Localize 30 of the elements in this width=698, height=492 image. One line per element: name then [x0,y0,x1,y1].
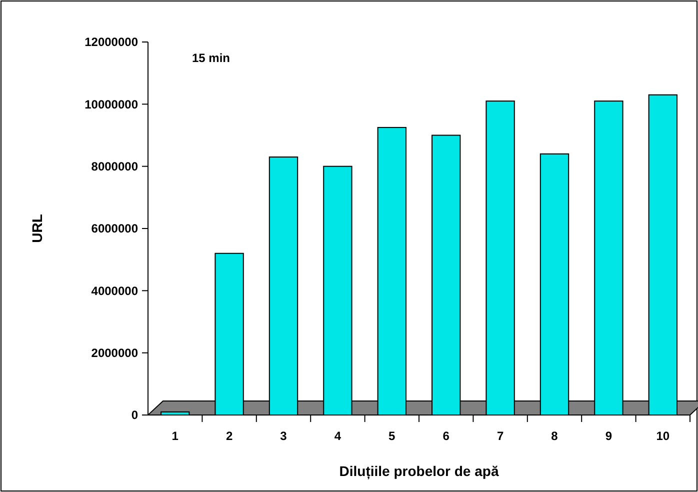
x-tick-label: 2 [226,429,233,443]
bar [214,252,244,416]
bar [594,100,624,416]
y-axis-title: URL [29,214,45,243]
x-tick-label: 4 [334,429,342,443]
bar [377,126,406,416]
bar [432,134,461,416]
x-tick-label: 10 [656,429,670,443]
x-tick-label: 6 [442,429,450,443]
y-tick-label: 4000000 [91,284,138,298]
bar [648,94,678,416]
x-axis-title: Diluțiile probelor de apă [339,463,499,480]
bar [268,156,298,416]
bar [323,166,352,416]
y-tick-label: 12000000 [84,35,138,50]
bar [540,153,570,416]
y-tick-label: 8000000 [91,160,138,174]
x-tick-label: 5 [388,429,396,443]
bar [160,411,190,416]
y-tick-label: 2000000 [91,346,138,360]
x-tick-label: 3 [280,429,288,443]
y-tick-label: 6000000 [91,222,138,236]
text: 15 min [192,51,230,65]
x-tick-label: 1 [172,429,179,443]
x-tick-label: 9 [605,429,612,443]
x-tick-label: 7 [496,429,504,443]
bar [486,100,515,416]
y-tick-label: 10000000 [84,97,138,112]
x-tick-label: 8 [551,429,558,443]
y-tick-label: 0 [131,408,138,422]
